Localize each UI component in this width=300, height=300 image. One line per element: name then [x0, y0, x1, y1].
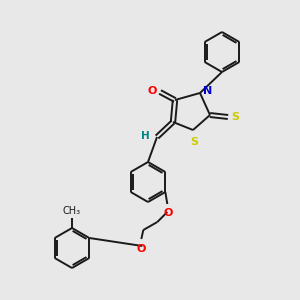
Text: S: S: [231, 112, 239, 122]
Text: O: O: [136, 244, 146, 254]
Text: N: N: [203, 86, 212, 96]
Text: H: H: [141, 131, 150, 141]
Text: O: O: [164, 208, 173, 218]
Text: CH₃: CH₃: [63, 206, 81, 216]
Text: O: O: [148, 86, 157, 96]
Text: S: S: [190, 137, 198, 147]
